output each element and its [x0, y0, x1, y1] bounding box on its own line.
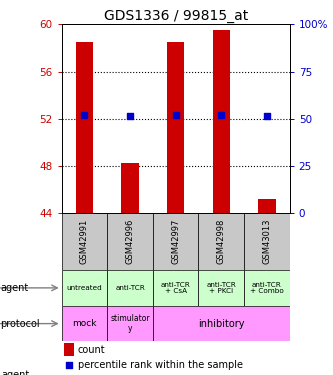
Bar	[62, 270, 107, 306]
Bar	[62, 213, 107, 270]
Point	[82, 112, 87, 118]
Bar	[244, 213, 290, 270]
Bar	[64, 343, 74, 356]
Bar	[153, 213, 198, 270]
Bar	[153, 270, 198, 306]
Title: GDS1336 / 99815_at: GDS1336 / 99815_at	[104, 9, 248, 23]
Text: GSM42991: GSM42991	[80, 219, 89, 264]
Text: count: count	[78, 345, 105, 354]
Text: anti-TCR
+ Combo: anti-TCR + Combo	[250, 282, 284, 294]
Text: stimulator
y: stimulator y	[110, 314, 150, 333]
Bar	[198, 270, 244, 306]
Point	[67, 362, 72, 368]
Text: percentile rank within the sample: percentile rank within the sample	[78, 360, 242, 370]
Text: agent: agent	[2, 370, 30, 375]
Text: GSM42996: GSM42996	[126, 219, 135, 264]
Text: inhibitory: inhibitory	[198, 319, 244, 328]
Text: GSM43013: GSM43013	[262, 219, 271, 264]
Point	[219, 112, 224, 118]
Point	[173, 112, 178, 118]
Bar	[107, 270, 153, 306]
Bar	[212, 30, 230, 213]
Text: GSM42998: GSM42998	[217, 219, 226, 264]
Text: agent: agent	[0, 283, 28, 293]
Text: untreated: untreated	[67, 285, 102, 291]
Bar	[107, 213, 153, 270]
Point	[264, 113, 270, 119]
Bar	[153, 306, 290, 342]
Bar	[76, 42, 93, 213]
Bar	[62, 306, 107, 342]
Bar	[167, 42, 184, 213]
Point	[128, 113, 133, 119]
Text: mock: mock	[72, 319, 97, 328]
Bar	[198, 213, 244, 270]
Text: anti-TCR
+ PKCi: anti-TCR + PKCi	[206, 282, 236, 294]
Text: GSM42997: GSM42997	[171, 219, 180, 264]
Text: anti-TCR
+ CsA: anti-TCR + CsA	[161, 282, 190, 294]
Bar	[121, 164, 139, 213]
Bar	[107, 306, 153, 342]
Text: protocol: protocol	[0, 319, 40, 328]
Text: anti-TCR: anti-TCR	[115, 285, 145, 291]
Bar	[244, 270, 290, 306]
Bar	[258, 199, 276, 213]
